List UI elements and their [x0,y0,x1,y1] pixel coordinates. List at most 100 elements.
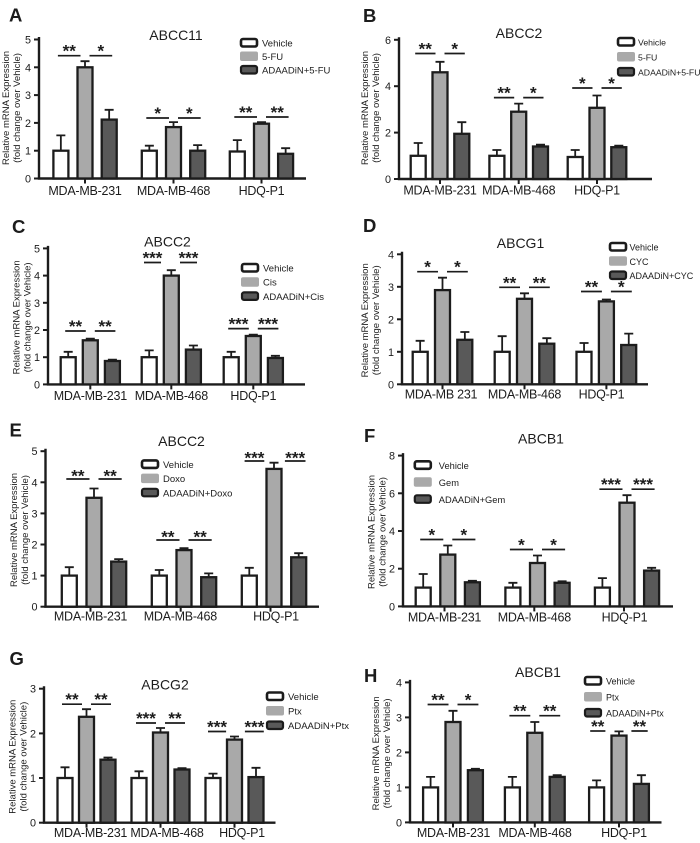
svg-text:***: *** [244,718,264,737]
svg-text:H: H [364,665,377,686]
svg-text:Cis: Cis [263,278,277,289]
svg-text:MDA-MB-231: MDA-MB-231 [48,184,122,198]
svg-text:(fold change over Vehicle): (fold change over Vehicle) [371,265,382,375]
svg-text:(fold change over Vehicle): (fold change over Vehicle) [12,53,23,163]
svg-text:*: * [550,536,557,555]
svg-text:3: 3 [31,508,37,520]
svg-text:Vehicle: Vehicle [638,38,666,48]
svg-text:Vehicle: Vehicle [439,461,469,471]
svg-text:MDA-MB-231: MDA-MB-231 [403,184,477,198]
svg-text:ABCC2: ABCC2 [496,25,543,41]
svg-text:HDQ-P1: HDQ-P1 [579,388,625,402]
svg-text:*: * [530,84,537,103]
svg-text:1: 1 [25,146,31,158]
svg-text:ABCG2: ABCG2 [141,677,189,693]
svg-text:*: * [186,104,193,123]
svg-text:(fold change over Vehicle): (fold change over Vehicle) [382,698,393,808]
svg-text:*: * [618,278,625,297]
svg-text:*: * [465,691,472,710]
svg-text:Vehicle: Vehicle [606,677,635,687]
svg-text:B: B [363,5,376,26]
svg-text:5: 5 [25,35,31,47]
svg-text:*: * [154,104,161,123]
svg-text:0: 0 [31,602,37,614]
svg-text:**: ** [513,702,527,721]
svg-text:1: 1 [30,773,36,785]
svg-text:Ptx: Ptx [606,693,620,703]
svg-text:***: *** [229,315,249,334]
svg-text:**: ** [419,40,433,59]
svg-text:ADAADiN+5-FU: ADAADiN+5-FU [262,66,330,77]
svg-text:*: * [608,74,615,93]
svg-text:**: ** [503,273,517,292]
svg-text:C: C [12,216,25,237]
svg-text:Relative mRNA Expression: Relative mRNA Expression [371,696,382,810]
svg-text:ABCG1: ABCG1 [497,235,545,251]
svg-text:HDQ-P1: HDQ-P1 [601,826,647,840]
svg-text:*: * [579,74,586,93]
svg-text:*: * [428,526,435,545]
svg-text:**: ** [591,717,605,736]
svg-text:**: ** [63,42,77,61]
svg-text:6: 6 [385,35,391,47]
svg-text:4: 4 [34,271,40,283]
svg-text:(fold change over Vehicle): (fold change over Vehicle) [20,475,31,585]
svg-text:HDQ-P1: HDQ-P1 [239,184,285,198]
svg-text:MDA-MB-231: MDA-MB-231 [54,826,128,840]
svg-text:D: D [363,215,376,236]
svg-text:MDA-MB-468: MDA-MB-468 [130,826,204,840]
svg-text:HDQ-P1: HDQ-P1 [230,389,276,403]
svg-text:ABCC2: ABCC2 [144,234,191,250]
svg-text:MDA-MB-468: MDA-MB-468 [498,610,572,624]
svg-text:**: ** [71,467,85,486]
svg-text:ABCB1: ABCB1 [515,664,561,680]
svg-text:**: ** [543,702,557,721]
svg-text:2: 2 [30,728,36,740]
svg-text:E: E [10,420,22,441]
svg-text:*: * [451,40,458,59]
svg-text:***: *** [136,709,156,728]
svg-text:HDQ-P1: HDQ-P1 [602,610,648,624]
svg-text:4: 4 [389,526,395,538]
svg-text:0: 0 [34,379,40,391]
svg-text:**: ** [585,278,599,297]
svg-text:**: ** [94,690,108,709]
svg-text:1: 1 [34,352,40,364]
svg-text:F: F [364,425,375,446]
svg-text:***: *** [143,249,163,268]
svg-text:**: ** [633,717,647,736]
svg-text:Relative mRNA Expression: Relative mRNA Expression [12,260,23,374]
svg-text:ADAADiN+Gem: ADAADiN+Gem [439,495,506,505]
svg-text:MDA-MB-231: MDA-MB-231 [54,389,128,403]
svg-text:2: 2 [396,747,402,759]
svg-text:ADAADiN+Doxo: ADAADiN+Doxo [163,488,232,499]
svg-text:Vehicle: Vehicle [262,39,293,50]
svg-text:1: 1 [31,571,37,583]
svg-text:**: ** [65,690,79,709]
svg-text:5-FU: 5-FU [638,53,657,63]
svg-text:MDA-MB-468: MDA-MB-468 [144,610,218,624]
svg-text:0: 0 [25,174,31,186]
svg-text:MDA-MB-468: MDA-MB-468 [135,389,209,403]
svg-text:**: ** [193,528,207,547]
svg-text:**: ** [239,103,253,122]
svg-text:(fold change over Vehicle): (fold change over Vehicle) [371,53,382,163]
svg-text:Relative mRNA Expression: Relative mRNA Expression [360,263,371,377]
svg-text:**: ** [69,317,83,336]
svg-text:**: ** [497,84,511,103]
svg-text:ABCB1: ABCB1 [518,431,564,447]
svg-text:Doxo: Doxo [163,474,185,485]
svg-text:**: ** [103,467,117,486]
svg-text:MDA-MB 231: MDA-MB 231 [405,388,478,402]
svg-text:**: ** [98,317,112,336]
svg-text:**: ** [168,709,182,728]
svg-text:0: 0 [388,379,394,391]
svg-text:***: *** [285,449,305,468]
svg-text:(fold change over Vehicle): (fold change over Vehicle) [19,702,30,812]
svg-text:ADAADiN+Ptx: ADAADiN+Ptx [288,721,349,732]
svg-text:(fold change over Vehicle): (fold change over Vehicle) [23,262,34,372]
svg-text:MDA-MB-468: MDA-MB-468 [488,388,562,402]
svg-text:5: 5 [31,446,37,458]
svg-text:2: 2 [389,564,395,576]
svg-text:2: 2 [385,128,391,140]
